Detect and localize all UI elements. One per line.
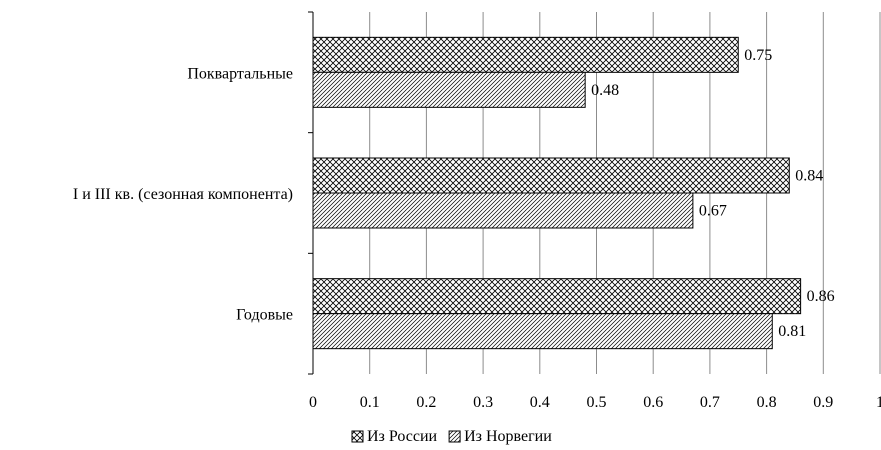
data-label: 0.67	[699, 203, 727, 220]
legend-label: Из Норвегии	[464, 428, 552, 445]
bar	[312, 157, 790, 194]
x-tick-label: 0.3	[473, 394, 493, 411]
data-label: 0.48	[591, 82, 619, 99]
x-tick-label: 0.2	[416, 394, 436, 411]
bars	[312, 36, 802, 350]
category-label: Поквартальные	[187, 65, 293, 82]
x-tick-label: 0.9	[813, 394, 833, 411]
data-label: 0.81	[778, 323, 806, 340]
x-tick-label: 1	[876, 394, 881, 411]
legend-label: Из России	[367, 428, 438, 445]
legend-swatch	[448, 430, 461, 443]
x-tick-label: 0.8	[757, 394, 777, 411]
bar	[312, 71, 586, 108]
legend: Из России Из Норвегии	[351, 428, 552, 445]
x-tick-label: 0.6	[643, 394, 663, 411]
x-tick-label: 0.1	[360, 394, 380, 411]
bar	[312, 278, 802, 315]
x-tick-label: 0.5	[587, 394, 607, 411]
data-label: 0.75	[744, 47, 772, 64]
bar	[312, 192, 694, 229]
labels: 0 0.1 0.2 0.3 0.4 0.5 0.6 0.7 0.8 0.9 1 Поквартальн…	[73, 47, 881, 411]
axes	[308, 11, 314, 375]
bar	[312, 313, 773, 350]
bar	[312, 36, 739, 73]
category-label: I и III кв. (сезонная компонента)	[73, 186, 293, 203]
category-label: Годовые	[236, 307, 293, 324]
x-tick-label: 0	[309, 394, 317, 411]
x-tick-label: 0.4	[530, 394, 550, 411]
data-label: 0.84	[795, 168, 823, 185]
x-tick-label: 0.7	[700, 394, 720, 411]
legend-swatch	[351, 430, 364, 443]
data-label: 0.86	[807, 288, 835, 305]
